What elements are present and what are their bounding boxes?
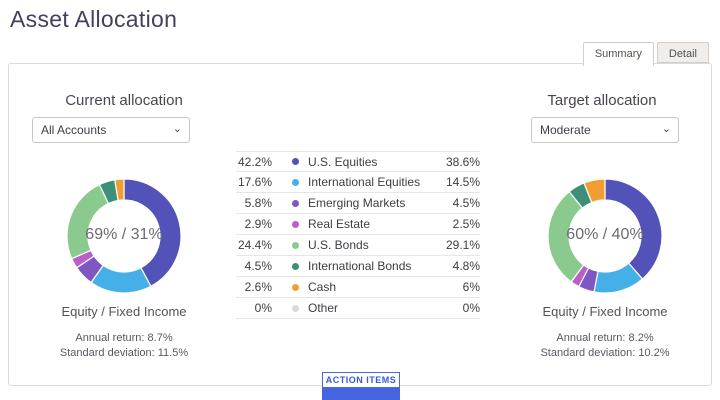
category-color-dot xyxy=(292,283,299,291)
current-annual-return: Annual return: 8.7% xyxy=(75,332,173,344)
target-allocation-donut-chart xyxy=(547,178,663,294)
category-label: Cash xyxy=(308,280,337,294)
current-allocation-heading: Current allocation xyxy=(65,92,183,109)
category-label: International Bonds xyxy=(308,259,412,273)
donut-segment-cash xyxy=(583,178,606,204)
current-value: 0% xyxy=(254,301,272,315)
current-value: 17.6% xyxy=(237,175,272,189)
current-allocation-donut-chart xyxy=(66,178,182,294)
table-row: 5.8% Emerging Markets 4.5% xyxy=(236,193,480,214)
summary-panel xyxy=(8,63,712,386)
target-model-select[interactable]: Moderate xyxy=(531,117,679,143)
target-model-select-wrap: Moderate ⌄ xyxy=(531,117,679,143)
target-value: 4.8% xyxy=(452,259,480,273)
category-label: U.S. Equities xyxy=(308,154,378,169)
allocation-legend-table: 42.2% U.S. Equities 38.6% 17.6% Internationa… xyxy=(236,151,480,319)
current-equity-fixed-ratio: 69% / 31% xyxy=(85,226,163,243)
table-row: 2.9% Real Estate 2.5% xyxy=(236,214,480,235)
category-color-dot xyxy=(292,158,299,165)
target-value: 38.6% xyxy=(445,154,480,169)
category-label: U.S. Bonds xyxy=(308,238,369,252)
category-label: Other xyxy=(308,301,339,315)
table-row: 4.5% International Bonds 4.8% xyxy=(236,256,480,277)
target-value: 4.5% xyxy=(452,196,480,210)
current-standard-deviation: Standard deviation: 11.5% xyxy=(59,347,189,359)
category-color-dot xyxy=(292,178,299,186)
category-label: Emerging Markets xyxy=(308,196,406,210)
target-annual-return: Annual return: 8.2% xyxy=(556,332,654,344)
category-color-dot xyxy=(292,220,299,228)
category-color-dot xyxy=(292,199,299,207)
donut-segment-u-s-equities xyxy=(123,178,182,288)
current-value: 5.8% xyxy=(244,196,272,210)
current-value: 2.9% xyxy=(244,217,272,231)
target-equity-fixed-ratio: 60% / 40% xyxy=(566,226,644,243)
target-allocation-heading: Target allocation xyxy=(547,92,657,109)
tab-bar: Summary Detail xyxy=(582,42,709,66)
current-value: 2.6% xyxy=(244,280,272,294)
target-donut-caption: Equity / Fixed Income xyxy=(542,304,668,319)
account-select[interactable]: All Accounts xyxy=(32,117,190,143)
category-color-dot xyxy=(292,262,299,270)
page-title: Asset Allocation xyxy=(10,6,178,32)
current-value: 42.2% xyxy=(237,154,272,169)
target-value: 0% xyxy=(462,301,480,315)
target-value: 29.1% xyxy=(445,238,480,252)
tab-detail[interactable]: Detail xyxy=(656,42,709,63)
category-label: International Equities xyxy=(308,175,421,189)
table-row: 17.6% International Equities 14.5% xyxy=(236,172,480,193)
category-label: Real Estate xyxy=(308,217,371,231)
table-row: 2.6% Cash 6% xyxy=(236,277,480,298)
donut-segment-u-s-bonds xyxy=(66,183,110,260)
table-row: 42.2% U.S. Equities 38.6% xyxy=(236,151,480,172)
current-donut-caption: Equity / Fixed Income xyxy=(61,304,187,319)
account-select-wrap: All Accounts ⌄ xyxy=(32,117,190,143)
target-value: 6% xyxy=(462,280,480,294)
category-color-dot xyxy=(292,241,299,249)
table-row: 24.4% U.S. Bonds 29.1% xyxy=(236,235,480,256)
action-items-label: ACTION ITEMS xyxy=(322,372,400,388)
target-standard-deviation: Standard deviation: 10.2% xyxy=(540,347,670,359)
target-value: 14.5% xyxy=(445,175,480,189)
target-value: 2.5% xyxy=(452,217,480,231)
current-value: 4.5% xyxy=(244,259,272,273)
current-value: 24.4% xyxy=(237,238,272,252)
table-row: 0% Other 0% xyxy=(236,298,480,319)
donut-segment-cash xyxy=(114,178,125,202)
action-items-accent-bar xyxy=(322,388,400,400)
action-items-button[interactable]: ACTION ITEMS xyxy=(322,372,400,400)
tab-summary[interactable]: Summary xyxy=(582,42,654,66)
category-color-dot xyxy=(292,304,299,312)
